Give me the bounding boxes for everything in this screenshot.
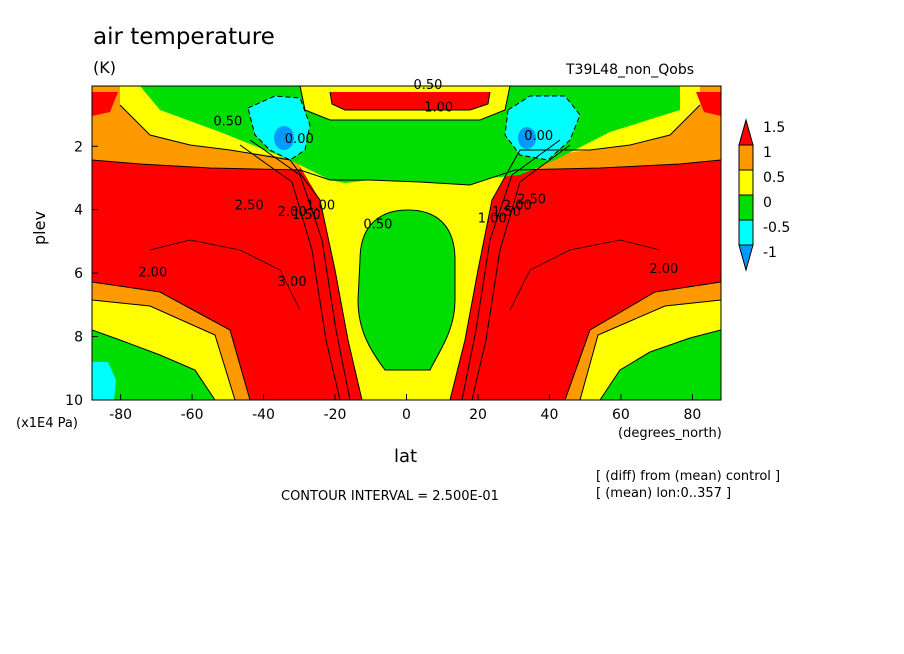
x-tick-label: 40 (541, 407, 559, 423)
colorbar-label: 1.5 (763, 120, 785, 136)
y-axis-unit: (x1E4 Pa) (16, 416, 78, 431)
chart-title: air temperature (93, 24, 275, 50)
fill-right-blue (518, 127, 536, 149)
x-tick-label: -60 (181, 407, 204, 423)
contour-fills (92, 86, 721, 400)
contour-label: 2.00 (649, 262, 678, 277)
note-diff: [ (diff) from (mean) control ] (596, 469, 781, 484)
colorbar-label: 0.5 (763, 170, 785, 186)
fill-left-blue (274, 126, 294, 150)
contour-label: 2.50 (517, 192, 546, 207)
contour-label: 0.00 (285, 132, 314, 147)
x-tick-label: 80 (683, 407, 701, 423)
fill-top-left-red (92, 92, 118, 116)
contour-label: 0.50 (213, 115, 242, 130)
x-tick-label: 0 (402, 407, 411, 423)
y-tick-label: 2 (74, 139, 83, 155)
note-mean: [ (mean) lon:0..357 ] (596, 486, 732, 501)
x-tick-label: 20 (469, 407, 487, 423)
colorbar-label: -0.5 (763, 220, 790, 236)
contour-label: 0.00 (524, 129, 553, 144)
run-name: T39L48_non_Qobs (566, 62, 695, 78)
contour-label: 1.00 (478, 211, 507, 226)
contour-label: 1.00 (306, 199, 335, 214)
contour-label: 2.00 (503, 199, 532, 214)
contour-label: 1.00 (424, 100, 453, 115)
x-tick-label: -20 (324, 407, 347, 423)
contour-interval: CONTOUR INTERVAL = 2.500E-01 (281, 489, 499, 504)
contour-label: 0.50 (363, 218, 392, 233)
x-axis-label: lat (394, 446, 418, 467)
fill-top-right-red (696, 92, 721, 116)
y-tick-label: 10 (65, 393, 83, 409)
x-tick-label: -40 (252, 407, 275, 423)
chart-units: (K) (93, 58, 116, 77)
colorbar-segment (738, 219, 754, 246)
fill-corner-cyan (92, 362, 116, 400)
y-tick-label: 4 (74, 203, 83, 219)
colorbar-segment (738, 194, 754, 221)
x-tick-label: 60 (612, 407, 630, 423)
fill-right-green (600, 330, 721, 400)
colorbar-label: 0 (763, 195, 772, 211)
x-tick-label: -80 (109, 407, 132, 423)
contour-label: 1.50 (492, 205, 521, 220)
fill-top-cap-red (330, 92, 490, 110)
y-tick-label: 8 (74, 330, 83, 346)
colorbar-label: -1 (763, 245, 777, 261)
fill-central-green (358, 210, 455, 370)
colorbar-label: 1 (763, 145, 772, 161)
contour-label: 2.50 (235, 199, 264, 214)
contour-label: 3.00 (278, 275, 307, 290)
colorbar-segment (738, 244, 754, 272)
contour-label: 2.00 (278, 205, 307, 220)
colorbar-segment (738, 144, 754, 171)
colorbar: 1.5 1 0.5 0 -0.5 -1 (738, 118, 790, 272)
colorbar-segment (738, 169, 754, 196)
contour-lines (92, 86, 721, 400)
colorbar-segment (738, 118, 754, 146)
contour-label: 1.50 (292, 208, 321, 223)
y-axis-label: plev (30, 211, 49, 245)
y-tick-label: 6 (74, 266, 83, 282)
fill-right-yellow (510, 86, 721, 400)
contour-label: 2.00 (138, 265, 167, 280)
fill-left-green (92, 330, 215, 400)
x-axis-unit: (degrees_north) (618, 426, 722, 441)
fill-left-yellow (92, 86, 305, 400)
